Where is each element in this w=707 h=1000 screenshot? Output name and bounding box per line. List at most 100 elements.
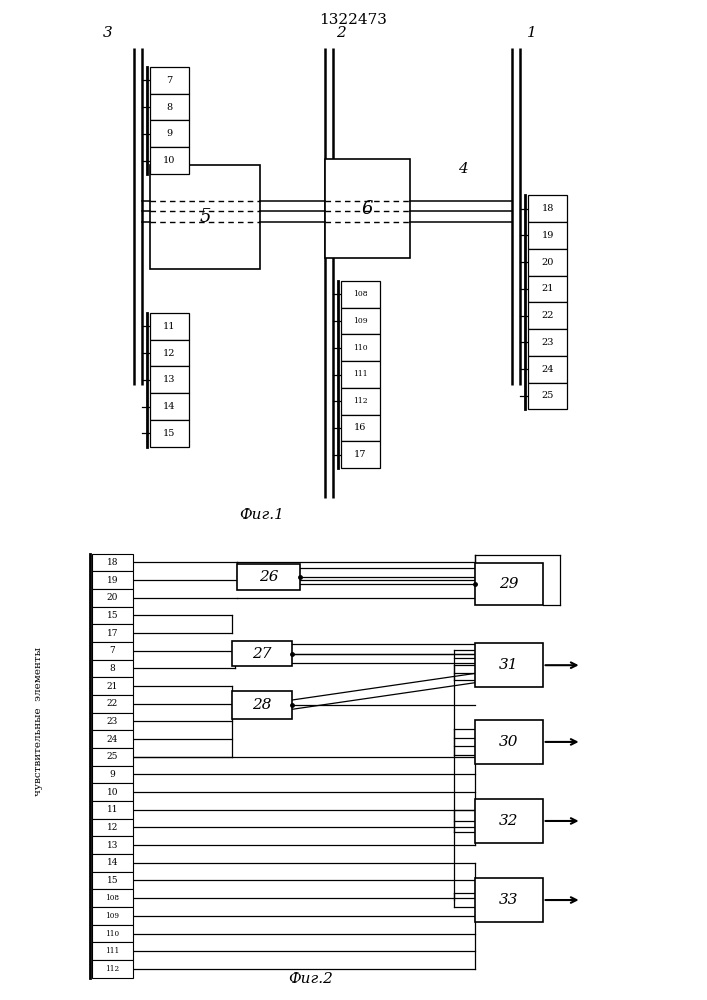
Text: 4: 4: [458, 162, 468, 176]
Text: 20: 20: [542, 258, 554, 267]
Bar: [341, 415, 380, 441]
Bar: [92, 819, 133, 836]
Bar: [325, 159, 410, 258]
Text: 109: 109: [105, 912, 119, 920]
Bar: [92, 660, 133, 677]
Bar: [341, 361, 380, 388]
Text: 10: 10: [107, 788, 118, 797]
Text: 16: 16: [354, 424, 366, 432]
Text: 14: 14: [163, 402, 175, 411]
Text: 7: 7: [110, 646, 115, 655]
Bar: [92, 766, 133, 783]
Text: 21: 21: [107, 682, 118, 691]
Bar: [150, 120, 189, 147]
Bar: [150, 67, 189, 94]
Text: 18: 18: [542, 204, 554, 213]
Text: 21: 21: [542, 284, 554, 293]
Bar: [92, 836, 133, 854]
Text: 28: 28: [252, 698, 271, 712]
Bar: [341, 441, 380, 468]
Text: 9: 9: [110, 770, 115, 779]
Text: 24: 24: [107, 735, 118, 744]
Bar: [232, 641, 292, 666]
Text: 29: 29: [499, 577, 519, 591]
Text: 110: 110: [105, 930, 119, 938]
Text: 11: 11: [107, 805, 118, 814]
Text: 109: 109: [353, 317, 368, 325]
Text: 8: 8: [110, 664, 115, 673]
Bar: [341, 281, 380, 308]
Bar: [92, 589, 133, 607]
Bar: [528, 302, 567, 329]
Bar: [92, 854, 133, 872]
Text: 108: 108: [105, 894, 119, 902]
Bar: [475, 643, 543, 687]
Text: 31: 31: [499, 658, 519, 672]
Bar: [150, 420, 189, 447]
Bar: [232, 691, 292, 719]
Text: 15: 15: [107, 876, 118, 885]
Bar: [92, 872, 133, 889]
Text: 12: 12: [163, 349, 175, 358]
Bar: [528, 383, 567, 409]
Text: 17: 17: [354, 450, 366, 459]
Bar: [92, 960, 133, 978]
Bar: [475, 720, 543, 764]
Text: 5: 5: [199, 208, 211, 226]
Text: 6: 6: [362, 200, 373, 218]
Bar: [150, 94, 189, 120]
Text: 7: 7: [166, 76, 173, 85]
Text: 8: 8: [166, 103, 173, 111]
Bar: [92, 624, 133, 642]
Bar: [150, 340, 189, 366]
Bar: [92, 730, 133, 748]
Bar: [341, 388, 380, 415]
Bar: [528, 329, 567, 356]
Text: Фиг.2: Фиг.2: [288, 972, 334, 986]
Text: чувствительные  элементы: чувствительные элементы: [35, 647, 43, 796]
Bar: [92, 942, 133, 960]
Text: 9: 9: [166, 129, 173, 138]
Bar: [475, 799, 543, 843]
Text: 25: 25: [107, 752, 118, 761]
Bar: [92, 607, 133, 624]
Bar: [528, 356, 567, 383]
Bar: [92, 889, 133, 907]
Bar: [150, 165, 260, 269]
Bar: [528, 276, 567, 302]
Bar: [475, 878, 543, 922]
Text: 32: 32: [499, 814, 519, 828]
Text: 19: 19: [107, 576, 118, 585]
Text: 33: 33: [499, 893, 519, 907]
Text: 112: 112: [353, 397, 368, 405]
Text: 23: 23: [107, 717, 118, 726]
Bar: [92, 554, 133, 571]
Bar: [528, 222, 567, 249]
Text: 15: 15: [163, 429, 175, 438]
Bar: [528, 195, 567, 222]
Bar: [150, 393, 189, 420]
Bar: [92, 571, 133, 589]
Text: 12: 12: [107, 823, 118, 832]
Text: 2: 2: [336, 26, 346, 40]
Text: 30: 30: [499, 735, 519, 749]
Text: 23: 23: [542, 338, 554, 347]
Bar: [528, 249, 567, 276]
Text: 108: 108: [353, 290, 368, 298]
Text: 17: 17: [107, 629, 118, 638]
Text: 13: 13: [107, 841, 118, 850]
Bar: [92, 642, 133, 660]
Text: 111: 111: [105, 947, 119, 955]
Bar: [150, 313, 189, 340]
Bar: [341, 334, 380, 361]
Bar: [150, 147, 189, 174]
Text: 14: 14: [107, 858, 118, 867]
Text: Фиг.1: Фиг.1: [239, 508, 284, 522]
Bar: [92, 907, 133, 925]
Bar: [475, 563, 543, 605]
Bar: [92, 748, 133, 766]
Bar: [92, 783, 133, 801]
Text: 11: 11: [163, 322, 175, 331]
Bar: [92, 801, 133, 819]
Bar: [341, 308, 380, 334]
